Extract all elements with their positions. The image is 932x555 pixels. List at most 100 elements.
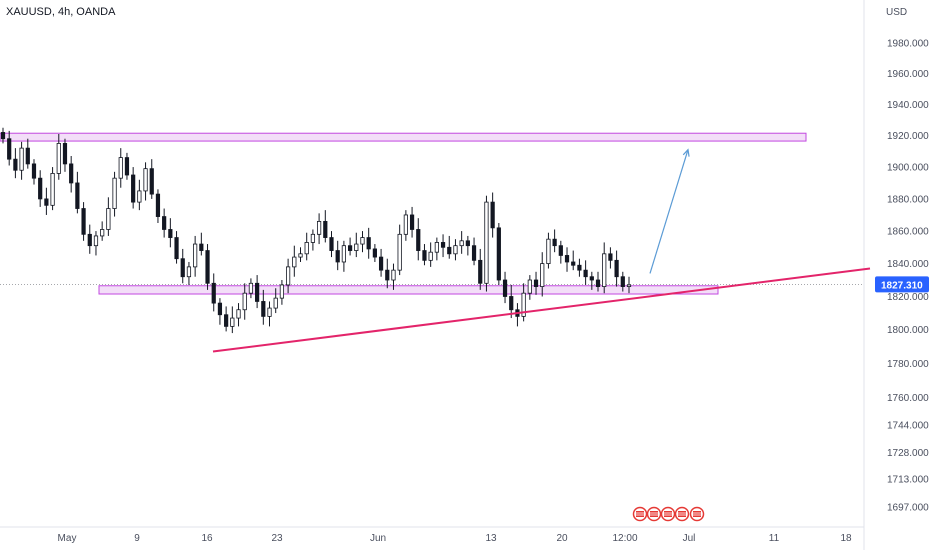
candle[interactable]	[162, 208, 167, 238]
candle[interactable]	[75, 171, 80, 214]
symbol-title[interactable]: XAUUSD, 4h, OANDA	[6, 6, 116, 18]
candle[interactable]	[50, 167, 55, 211]
candle[interactable]	[521, 283, 526, 322]
candle[interactable]	[273, 288, 278, 314]
candle[interactable]	[69, 156, 74, 193]
candle[interactable]	[490, 192, 495, 238]
candle[interactable]	[360, 231, 365, 253]
candle[interactable]	[614, 250, 619, 287]
candle[interactable]	[248, 278, 254, 299]
candle[interactable]	[255, 275, 260, 309]
candle[interactable]	[7, 130, 12, 166]
event-flag-icon[interactable]	[660, 506, 676, 522]
candle[interactable]	[217, 298, 223, 325]
candle[interactable]	[267, 301, 272, 327]
candle[interactable]	[453, 239, 458, 261]
candle[interactable]	[56, 134, 61, 180]
candle[interactable]	[19, 141, 24, 180]
candle[interactable]	[354, 232, 359, 258]
resistance-zone[interactable]	[0, 132, 807, 142]
candle[interactable]	[403, 210, 408, 241]
candle[interactable]	[465, 235, 470, 256]
candle[interactable]	[577, 258, 582, 277]
candle[interactable]	[149, 159, 154, 199]
candle[interactable]	[168, 218, 173, 248]
candle[interactable]	[44, 187, 49, 215]
candle[interactable]	[236, 303, 241, 327]
candle[interactable]	[558, 240, 563, 264]
candle[interactable]	[440, 234, 446, 258]
candle[interactable]	[62, 138, 68, 172]
candle[interactable]	[211, 273, 216, 312]
candle[interactable]	[224, 306, 229, 332]
projection-arrow[interactable]	[649, 149, 689, 274]
candle[interactable]	[552, 229, 557, 253]
candle[interactable]	[397, 224, 402, 276]
candle[interactable]	[378, 248, 384, 277]
candle[interactable]	[447, 235, 452, 259]
candle[interactable]	[540, 252, 545, 297]
candle[interactable]	[112, 171, 117, 217]
candle[interactable]	[286, 258, 291, 294]
candle[interactable]	[385, 258, 390, 289]
candle[interactable]	[242, 283, 247, 320]
candle[interactable]	[193, 235, 198, 277]
candle[interactable]	[279, 280, 285, 305]
candle[interactable]	[199, 232, 204, 256]
candle[interactable]	[0, 127, 6, 144]
support-zone[interactable]	[98, 285, 719, 295]
candle[interactable]	[13, 148, 18, 179]
candle[interactable]	[434, 237, 439, 261]
candle[interactable]	[422, 244, 427, 266]
candle[interactable]	[186, 261, 192, 285]
candle[interactable]	[484, 195, 489, 292]
candle[interactable]	[626, 276, 632, 294]
candle[interactable]	[143, 162, 148, 201]
candle[interactable]	[124, 152, 130, 180]
event-flag-icon[interactable]	[689, 506, 705, 522]
candle[interactable]	[564, 247, 570, 272]
candle[interactable]	[137, 179, 142, 211]
candle[interactable]	[608, 247, 613, 269]
candle[interactable]	[372, 244, 377, 262]
candle[interactable]	[391, 263, 396, 290]
candle[interactable]	[478, 248, 483, 290]
candle[interactable]	[316, 213, 322, 245]
candle[interactable]	[409, 206, 415, 238]
candle[interactable]	[341, 240, 346, 272]
candle[interactable]	[106, 197, 111, 236]
candle[interactable]	[38, 170, 43, 207]
candle[interactable]	[471, 237, 477, 266]
candle[interactable]	[230, 306, 235, 334]
candle[interactable]	[620, 271, 625, 292]
candle[interactable]	[527, 275, 532, 300]
candle[interactable]	[261, 289, 266, 325]
candle[interactable]	[416, 218, 421, 261]
event-flag-icon[interactable]	[646, 506, 662, 522]
candle[interactable]	[93, 231, 99, 256]
candle[interactable]	[335, 240, 340, 271]
candle[interactable]	[366, 227, 371, 259]
candle[interactable]	[118, 148, 123, 188]
candle[interactable]	[571, 250, 576, 271]
candle[interactable]	[347, 237, 353, 256]
candle[interactable]	[298, 247, 303, 262]
event-flag-icon[interactable]	[632, 506, 648, 522]
candle[interactable]	[292, 245, 297, 277]
candle[interactable]	[304, 232, 309, 261]
candle[interactable]	[174, 231, 179, 264]
candle[interactable]	[31, 159, 37, 185]
candle[interactable]	[131, 167, 136, 209]
candle[interactable]	[310, 229, 316, 251]
candle[interactable]	[496, 223, 501, 285]
candle[interactable]	[583, 260, 588, 285]
candle[interactable]	[533, 271, 539, 295]
candle[interactable]	[428, 242, 433, 267]
candle[interactable]	[595, 271, 601, 292]
candle[interactable]	[546, 232, 551, 269]
candle[interactable]	[25, 138, 30, 169]
candle[interactable]	[205, 244, 210, 290]
candle[interactable]	[602, 242, 607, 294]
